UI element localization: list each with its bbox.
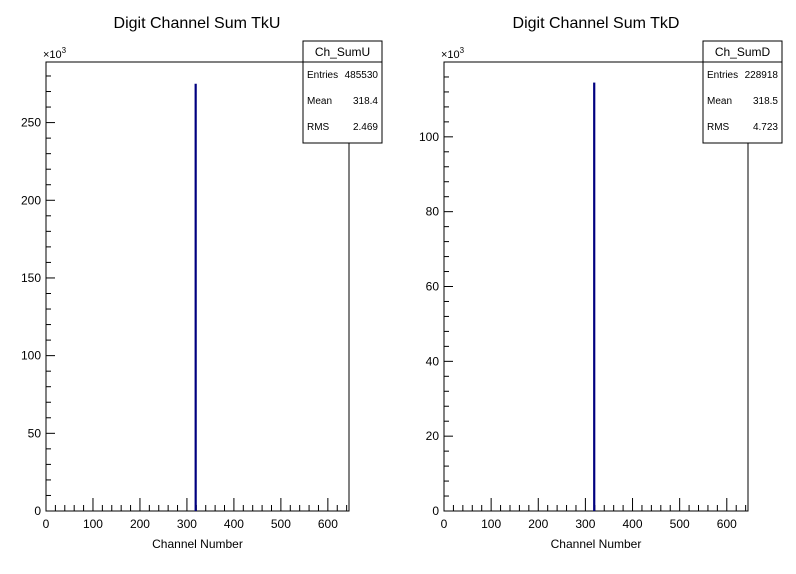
y-axis-multiplier-exponent: 3 — [460, 46, 465, 55]
y-tick-label: 40 — [426, 354, 440, 368]
x-axis-label: Channel Number — [152, 537, 243, 551]
y-tick-label: 20 — [426, 429, 440, 443]
y-tick-label: 250 — [21, 116, 41, 130]
stats-row-value: 2.469 — [353, 122, 378, 133]
stats-row-value: 318.5 — [753, 96, 778, 107]
y-tick-label: 0 — [432, 504, 439, 518]
y-tick-label: 80 — [426, 205, 440, 219]
chart-title: Digit Channel Sum TkU — [114, 15, 281, 32]
stats-box — [302, 40, 383, 144]
x-tick-label: 300 — [177, 517, 197, 531]
x-tick-label: 100 — [481, 517, 501, 531]
stats-row-value: 318.4 — [353, 96, 378, 107]
plot-frame — [45, 61, 350, 512]
stats-row-value: 228918 — [745, 70, 779, 81]
histogram-bar — [593, 82, 596, 512]
x-tick-label: 200 — [528, 517, 548, 531]
y-axis-multiplier: ×103 — [441, 46, 465, 61]
y-tick-label: 100 — [21, 349, 41, 363]
y-tick-label: 50 — [28, 426, 42, 440]
stats-row-label: RMS — [307, 122, 330, 133]
y-tick-label: 150 — [21, 271, 41, 285]
y-tick-label: 0 — [34, 504, 41, 518]
stats-row-value: 4.723 — [753, 122, 778, 133]
stats-row-label: Entries — [707, 70, 738, 81]
x-tick-label: 200 — [130, 517, 150, 531]
x-tick-label: 600 — [717, 517, 737, 531]
x-tick-label: 500 — [271, 517, 291, 531]
x-tick-label: 400 — [224, 517, 244, 531]
stats-row-label: Entries — [307, 70, 338, 81]
y-tick-label: 200 — [21, 193, 41, 207]
y-axis-multiplier-exponent: 3 — [62, 46, 67, 55]
histogram-bar — [194, 83, 197, 512]
y-tick-label: 100 — [419, 130, 439, 144]
x-tick-label: 300 — [575, 517, 595, 531]
stats-box-name: Ch_SumD — [715, 45, 771, 59]
x-tick-label: 100 — [83, 517, 103, 531]
x-tick-label: 600 — [318, 517, 338, 531]
stats-box-name: Ch_SumU — [315, 45, 370, 59]
stats-row-value: 485530 — [345, 70, 379, 81]
stats-row-label: Mean — [307, 96, 332, 107]
x-tick-label: 500 — [670, 517, 690, 531]
y-tick-label: 60 — [426, 280, 440, 294]
x-axis-label: Channel Number — [551, 537, 642, 551]
chart-title: Digit Channel Sum TkD — [513, 15, 680, 32]
stats-row-label: Mean — [707, 96, 732, 107]
stats-box — [702, 40, 783, 144]
plot-frame — [443, 61, 749, 512]
x-tick-label: 400 — [623, 517, 643, 531]
y-axis-multiplier: ×103 — [43, 46, 67, 61]
x-tick-label: 0 — [43, 517, 50, 531]
x-tick-label: 0 — [441, 517, 448, 531]
stats-row-label: RMS — [707, 122, 730, 133]
